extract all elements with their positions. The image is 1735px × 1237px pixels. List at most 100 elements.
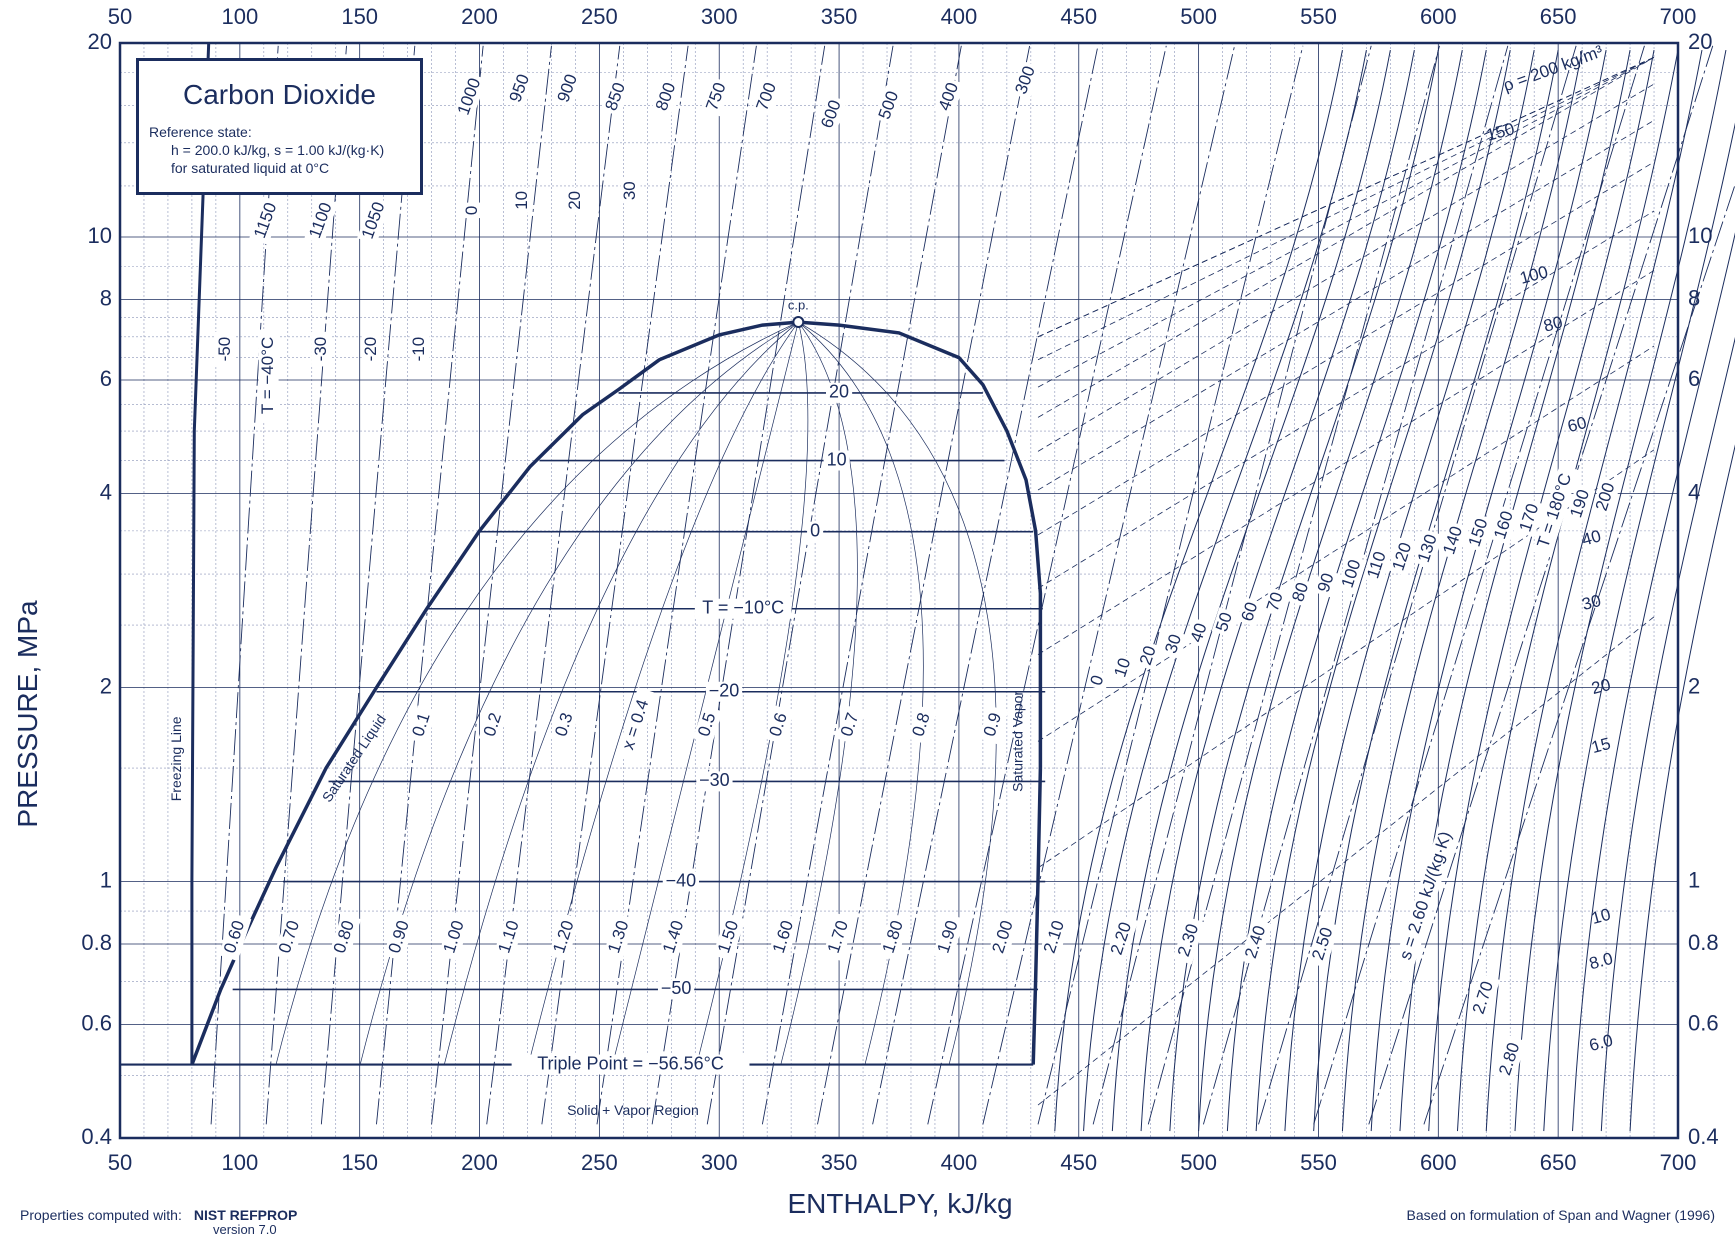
x-tick-label-top: 700 (1660, 4, 1697, 29)
entropy-label: 2.70 (1469, 979, 1497, 1016)
y-tick-label-left: 0.6 (81, 1010, 112, 1035)
vapor-temp-label: 150 (1465, 516, 1492, 549)
liquid-temp-label-bg (462, 202, 483, 219)
y-axis-label: PRESSURE, MPa (12, 600, 43, 828)
liquid-temp-label-bg (512, 187, 533, 213)
isochore-line (1037, 270, 1655, 655)
entropy-label: 1.90 (934, 918, 962, 955)
x-tick-label-bottom: 300 (701, 1150, 738, 1175)
entropy-label: 2.50 (1308, 925, 1336, 962)
y-tick-label-left: 0.4 (81, 1124, 112, 1149)
quality-line (798, 321, 924, 1065)
density-label: 80 (1541, 312, 1564, 335)
quality-label-bg (978, 705, 1009, 745)
vapor-isotherm (1456, 49, 1679, 1132)
y-tick-label-left: 20 (88, 29, 112, 54)
quality-label-bg (615, 687, 658, 763)
y-tick-label-left: 2 (100, 673, 112, 698)
quality-line (359, 321, 799, 1065)
x-tick-label-bottom: 700 (1660, 1150, 1697, 1175)
vapor-temp-label: 60 (1237, 600, 1261, 624)
vapor-temp-label: 160 (1490, 509, 1517, 542)
isotherm-label-bg (657, 979, 695, 1000)
liquid-temp-label-bg (565, 187, 586, 213)
x-tick-label-bottom: 250 (581, 1150, 618, 1175)
vapor-isotherm (1485, 49, 1703, 1132)
vapor-isotherm (1341, 49, 1583, 1132)
isotherm-label: −30 (699, 770, 730, 790)
isochore-line (1037, 57, 1655, 418)
vapor-temp-label-bg (1337, 554, 1367, 594)
vapor-temp-label-bg (1109, 652, 1137, 683)
density-label-bg (600, 77, 632, 117)
isotherm-label: T = −10°C (702, 597, 784, 617)
quality-label-bg (835, 705, 866, 745)
isochore-line (1037, 57, 1655, 388)
vapor-isotherm (1083, 49, 1367, 1132)
x-tick-label-bottom: 600 (1420, 1150, 1457, 1175)
x-tick-label-top: 250 (581, 4, 618, 29)
vapor-isotherm (1054, 49, 1343, 1132)
density-label-bg (357, 196, 392, 245)
vapor-isotherm (1370, 49, 1607, 1132)
isochore-line (1037, 161, 1655, 536)
entropy-label: 1.80 (879, 918, 907, 955)
saturated-vapor-label: Saturated Vapor (1010, 691, 1026, 792)
density-label: 100 (1518, 262, 1550, 288)
x-axis-label: ENTHALPY, kJ/kg (787, 1188, 1013, 1219)
entropy-line (596, 45, 757, 1125)
entropy-label-bg (493, 913, 526, 962)
x-tick-label-top: 150 (341, 4, 378, 29)
x-tick-label-bottom: 550 (1300, 1150, 1337, 1175)
entropy-label-bg (657, 913, 691, 962)
entropy-line (927, 45, 1167, 1125)
entropy-label: 2.40 (1241, 923, 1269, 960)
liquid-temp-label: -20 (361, 337, 380, 362)
isotherm-label-bg (705, 681, 743, 702)
x-tick-label-bottom: 400 (941, 1150, 978, 1175)
vapor-temp-label: 90 (1314, 571, 1338, 595)
quality-label-bg (764, 705, 795, 745)
footer-left: Properties computed with: NIST REFPROP ve… (20, 1207, 298, 1237)
liquid-temp-label: -30 (311, 337, 330, 362)
entropy-line (486, 45, 621, 1125)
entropy-label-bg (218, 913, 252, 962)
entropy-label: 0.60 (220, 918, 248, 955)
entropy-line (1368, 45, 1714, 1125)
x-tick-label-bottom: 100 (221, 1150, 258, 1175)
vapor-temp-label-bg (1438, 521, 1469, 561)
plot-frame (118, 41, 1680, 1140)
entropy-line (651, 45, 826, 1125)
saturated-vapor-curve (798, 320, 1043, 1065)
isotherm-label: 10 (827, 449, 847, 469)
vapor-temp-label-bg (1362, 545, 1393, 585)
vapor-isotherm (1428, 49, 1655, 1132)
vapor-isotherm (1140, 49, 1415, 1132)
x-tick-label-bottom: 200 (461, 1150, 498, 1175)
vapor-temp-label: 20 (1136, 644, 1160, 668)
x-tick-label-bottom: 650 (1540, 1150, 1577, 1175)
entropy-label-bg (1389, 808, 1464, 984)
entropy-label: 2.10 (1040, 918, 1068, 955)
software-name: NIST REFPROP (193, 1207, 298, 1223)
entropy-label-bg (767, 913, 801, 962)
liquid-temp-label: T = −40°C (258, 337, 277, 414)
quality-line (798, 321, 997, 1065)
entropy-label: 2.30 (1174, 922, 1202, 959)
vapor-isotherm (1111, 49, 1391, 1132)
y-tick-label-right: 20 (1688, 29, 1712, 54)
density-label: 40 (1580, 526, 1603, 549)
y-tick-label-right: 2 (1688, 673, 1700, 698)
entropy-line (761, 45, 962, 1125)
vapor-temp-label-bg (1387, 537, 1418, 577)
entropy-label: 1.30 (604, 918, 632, 955)
y-tick-label-left: 8 (100, 285, 112, 310)
density-label-bg (249, 196, 284, 245)
vapor-isotherm (1543, 122, 1735, 1132)
isotherm-label-bg (823, 450, 850, 471)
vapor-temp-label: 130 (1414, 532, 1441, 565)
entropy-label: 0.70 (275, 918, 303, 955)
liquid-temp-label: -50 (215, 337, 234, 362)
triple-point-label-bg (511, 1054, 750, 1075)
